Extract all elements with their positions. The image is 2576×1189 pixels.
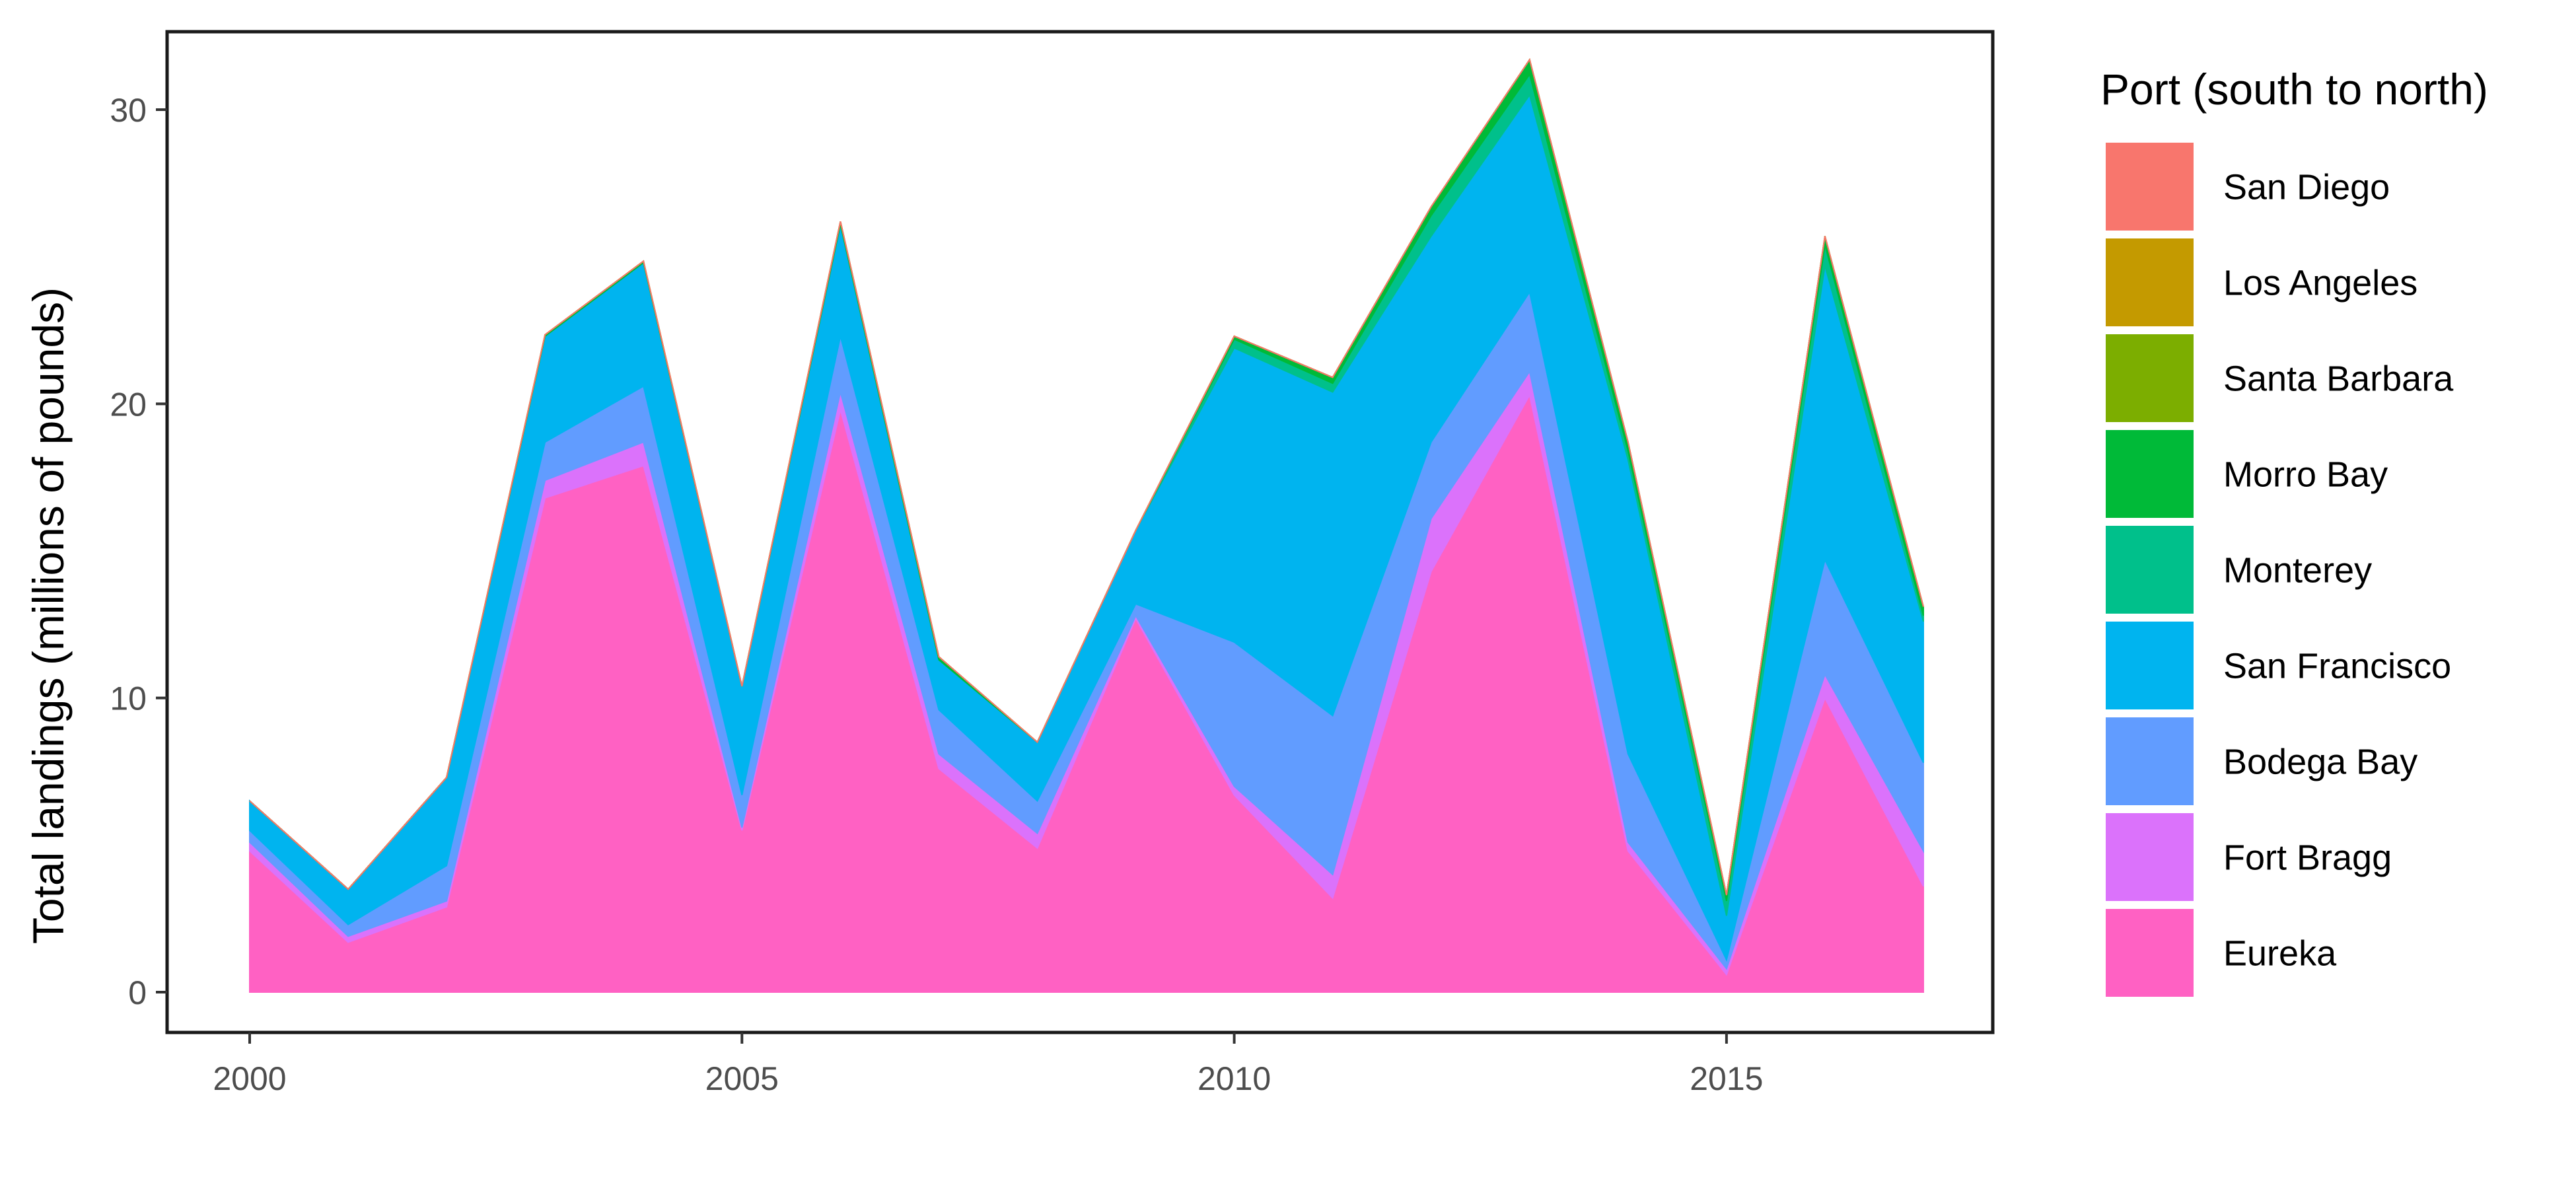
y-tick-label: 30 bbox=[110, 92, 147, 129]
y-axis-title: Total landings (millions of pounds) bbox=[24, 287, 73, 944]
legend-label-san-diego: San Diego bbox=[2223, 168, 2390, 207]
legend-key-los-angeles bbox=[2106, 238, 2194, 326]
plot-border bbox=[165, 30, 1995, 1034]
legend-key-eureka bbox=[2106, 909, 2194, 997]
legend-label-los-angeles: Los Angeles bbox=[2223, 264, 2417, 303]
areas-layer bbox=[249, 57, 1924, 993]
legend-label-fort-bragg: Fort Bragg bbox=[2223, 838, 2392, 878]
x-tick-label: 2005 bbox=[705, 1060, 779, 1097]
legend-key-santa-barbara bbox=[2106, 334, 2194, 422]
legend-key-fort-bragg bbox=[2106, 813, 2194, 901]
y-tick-label: 10 bbox=[110, 680, 147, 717]
y-tick-label: 20 bbox=[110, 386, 147, 423]
y-tick-label: 0 bbox=[128, 974, 147, 1011]
x-tick-label: 2010 bbox=[1198, 1060, 1271, 1097]
legend-label-san-francisco: San Francisco bbox=[2223, 647, 2451, 686]
legend: Port (south to north) San Diego Los Angel… bbox=[2100, 65, 2488, 997]
legend-key-morro-bay bbox=[2106, 430, 2194, 518]
legend-key-bodega-bay bbox=[2106, 717, 2194, 805]
legend-label-monterey: Monterey bbox=[2223, 551, 2372, 591]
legend-label-morro-bay: Morro Bay bbox=[2223, 455, 2388, 495]
x-tick-label: 2000 bbox=[213, 1060, 286, 1097]
legend-label-santa-barbara: Santa Barbara bbox=[2223, 359, 2454, 399]
x-tick-label: 2015 bbox=[1690, 1060, 1763, 1097]
legend-key-monterey bbox=[2106, 526, 2194, 614]
axes-layer: 0 10 20 30 2000 2005 2010 2015 bbox=[110, 92, 1763, 1097]
legend-label-bodega-bay: Bodega Bay bbox=[2223, 742, 2417, 782]
legend-title: Port (south to north) bbox=[2100, 65, 2488, 114]
legend-key-san-diego bbox=[2106, 143, 2194, 231]
legend-label-eureka: Eureka bbox=[2223, 934, 2337, 974]
legend-key-san-francisco bbox=[2106, 622, 2194, 709]
area-san-diego bbox=[249, 57, 1924, 896]
